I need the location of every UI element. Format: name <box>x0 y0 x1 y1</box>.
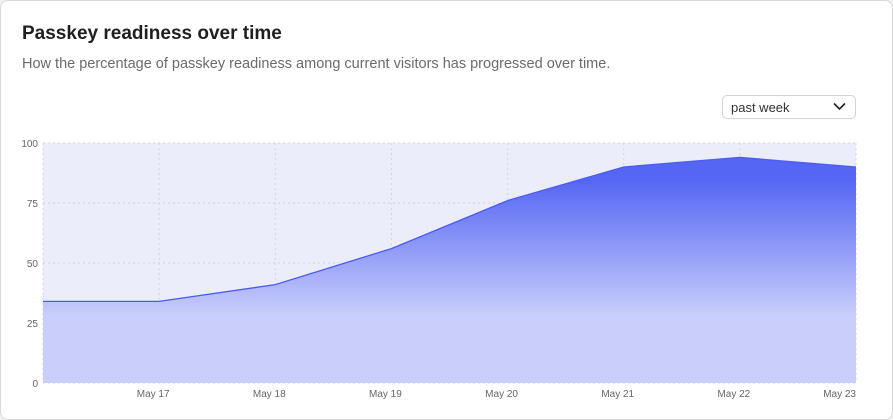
y-tick-label: 25 <box>27 319 39 330</box>
x-tick-label: May 18 <box>253 389 286 400</box>
y-tick-label: 100 <box>21 139 38 150</box>
chart-subtitle: How the percentage of passkey readiness … <box>22 56 611 72</box>
y-tick-label: 0 <box>32 379 38 390</box>
y-tick-label: 75 <box>27 199 39 210</box>
time-range-value: past week <box>731 100 790 115</box>
series-line <box>43 156 857 303</box>
area-fill <box>43 157 856 383</box>
time-range-select[interactable]: past week <box>722 95 856 119</box>
x-tick-label: May 22 <box>717 389 750 400</box>
x-tick-label: May 17 <box>137 389 170 400</box>
x-tick-label: May 20 <box>485 389 518 400</box>
x-tick-label: May 21 <box>601 389 634 400</box>
x-tick-label: May 23 <box>823 389 856 400</box>
chart-title: Passkey readiness over time <box>22 23 282 44</box>
x-tick-label: May 19 <box>369 389 402 400</box>
y-tick-label: 50 <box>27 259 39 270</box>
chevron-down-icon <box>833 102 846 111</box>
